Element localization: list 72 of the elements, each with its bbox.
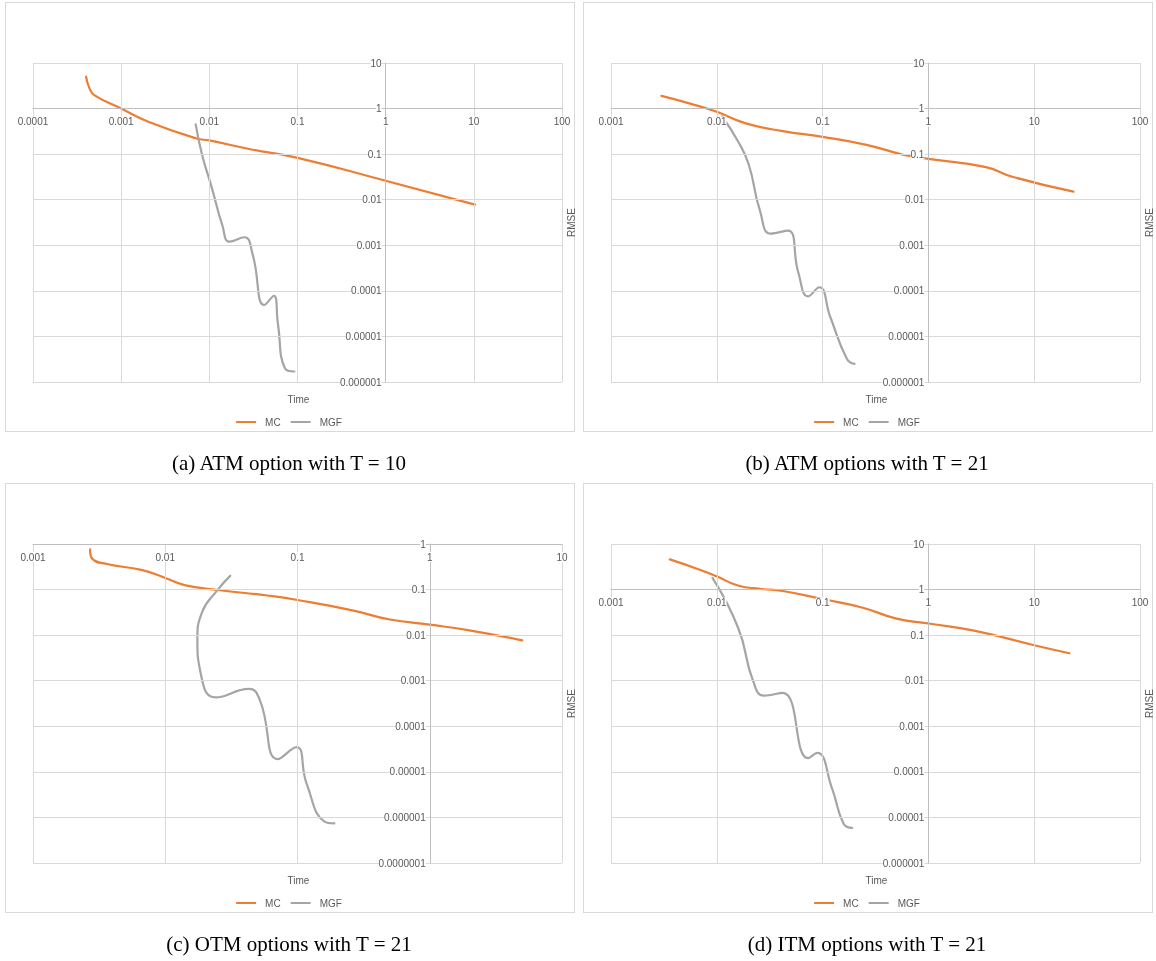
x-tick-label: 0.1 <box>290 551 305 563</box>
x-tick-label: 10 <box>468 116 480 128</box>
x-tick-label: 0.1 <box>815 116 830 128</box>
text: (c) OTM options with T = 21 <box>166 931 412 956</box>
y-tick-label: 1 <box>918 584 925 596</box>
y-tick-label: 0.0001 <box>395 720 427 732</box>
y-tick-label: 0.01 <box>406 629 427 641</box>
x-tick-label: 0.001 <box>108 116 135 128</box>
y-tick-label: 1 <box>420 538 427 550</box>
legend-label: MGF <box>319 416 342 428</box>
y-tick-label: 0.01 <box>904 194 925 206</box>
text: (d) ITM options with T = 21 <box>747 931 987 956</box>
y-axis-title: RMSE <box>1143 688 1155 718</box>
x-tick-label: 0.1 <box>290 116 305 128</box>
legend-label: MC <box>265 897 281 909</box>
x-tick-label: 10 <box>1028 116 1041 128</box>
x-tick-label: 0.01 <box>707 116 727 128</box>
legend-label: MGF <box>319 897 342 909</box>
y-tick-label: 0.001 <box>356 239 383 251</box>
y-tick-label: 10 <box>370 57 383 69</box>
y-tick-label: 0.00001 <box>888 330 925 342</box>
y-tick-label: 10 <box>913 57 925 69</box>
x-tick-label: 0.0001 <box>17 116 49 128</box>
y-tick-label: 0.1 <box>411 584 427 596</box>
y-axis-title: RMSE <box>1143 207 1155 237</box>
x-tick-label: 0.01 <box>199 116 220 128</box>
y-tick-label: 0.001 <box>899 720 925 732</box>
x-tick-label: 100 <box>553 116 571 128</box>
y-tick-label: 1 <box>376 103 383 115</box>
legend-label: MC <box>843 416 859 428</box>
y-tick-label: 0.0001 <box>893 285 925 297</box>
y-tick-label: 10 <box>913 538 925 550</box>
legend-label: MGF <box>897 416 920 428</box>
text: (b) ATM options with T = 21 <box>745 450 989 475</box>
y-tick-label: 0.000001 <box>882 857 925 869</box>
y-axis-title: RMSE <box>565 688 577 718</box>
x-axis-title: Time <box>287 393 310 405</box>
text: (a) ATM option with T = 10 <box>172 450 406 475</box>
x-tick-label: 0.01 <box>707 597 727 609</box>
y-tick-label: 0.000001 <box>384 811 427 823</box>
legend-label: MC <box>265 416 281 428</box>
y-tick-label: 0.001 <box>400 675 427 687</box>
y-tick-label: 0.0001 <box>351 285 383 297</box>
x-tick-label: 100 <box>1131 597 1149 609</box>
y-tick-label: 0.00001 <box>888 811 925 823</box>
x-tick-label: 0.001 <box>598 116 624 128</box>
x-tick-label: 0.001 <box>598 597 624 609</box>
y-tick-label: 0.0000001 <box>378 857 427 869</box>
y-tick-label: 0.00001 <box>389 766 427 778</box>
y-tick-label: 0.00001 <box>345 330 383 342</box>
x-axis-title: Time <box>865 393 888 405</box>
x-axis-title: Time <box>865 874 888 886</box>
x-tick-label: 100 <box>1131 116 1149 128</box>
y-tick-label: 0.000001 <box>339 376 383 388</box>
y-tick-label: 0.1 <box>367 148 383 160</box>
y-tick-label: 0.01 <box>362 194 383 206</box>
y-tick-label: 0.000001 <box>882 376 925 388</box>
x-tick-label: 10 <box>1028 597 1041 609</box>
y-tick-label: 0.1 <box>910 148 925 160</box>
x-tick-label: 0.001 <box>20 551 46 563</box>
y-tick-label: 0.0001 <box>893 766 925 778</box>
y-tick-label: 0.1 <box>910 629 925 641</box>
x-tick-label: 10 <box>556 551 568 563</box>
y-tick-label: 1 <box>918 103 925 115</box>
x-axis-title: Time <box>287 874 310 886</box>
y-axis-title: RMSE <box>565 207 577 237</box>
legend-label: MGF <box>897 897 920 909</box>
x-tick-label: 0.1 <box>815 597 830 609</box>
y-tick-label: 0.001 <box>899 239 925 251</box>
legend-label: MC <box>843 897 859 909</box>
x-tick-label: 0.01 <box>155 551 176 563</box>
y-tick-label: 0.01 <box>904 675 925 687</box>
